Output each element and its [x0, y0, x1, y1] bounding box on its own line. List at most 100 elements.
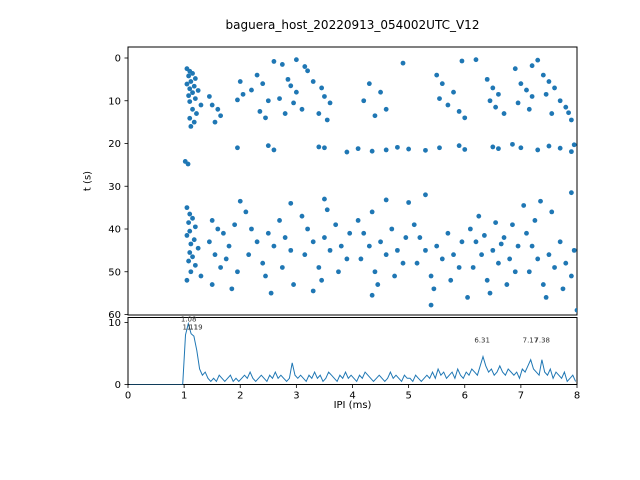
scatter-point [310, 239, 316, 245]
scatter-point [249, 226, 254, 232]
scatter-point [395, 144, 400, 150]
scatter-point [192, 224, 198, 230]
scatter-point [206, 239, 212, 245]
scatter-point [186, 258, 192, 264]
scatter-point [451, 252, 456, 258]
scatter-point [535, 57, 541, 63]
scatter-point [235, 145, 240, 151]
scatter-point [268, 290, 274, 296]
top-y-tick-label: 0 [115, 54, 121, 65]
top-y-tick-label: 60 [108, 310, 121, 321]
scatter-point [406, 146, 412, 152]
scatter-point [319, 85, 325, 91]
peak-annotation: 1.11 [183, 323, 199, 331]
scatter-point [257, 109, 263, 114]
scatter-point [246, 252, 252, 258]
scatter-point [191, 119, 197, 125]
scatter-point [437, 96, 442, 102]
top-y-tick-label: 50 [108, 267, 121, 278]
scatter-point [501, 111, 507, 116]
scatter-point [186, 93, 192, 99]
scatter-point [428, 273, 434, 279]
scatter-point [568, 149, 574, 155]
scatter-point [496, 91, 501, 97]
scatter-point [543, 91, 549, 97]
scatter-point [184, 205, 190, 211]
scatter-point [369, 292, 375, 298]
x-axis-label: IPI (ms) [333, 400, 372, 411]
scatter-point [322, 94, 327, 99]
scatter-point [490, 247, 496, 253]
scatter-point [237, 79, 243, 84]
scatter-point [459, 58, 465, 64]
scatter-point [229, 286, 235, 292]
scatter-point [512, 269, 518, 275]
scatter-point [403, 235, 409, 240]
scatter-point [184, 277, 190, 283]
scatter-point [288, 83, 294, 89]
scatter-point [305, 68, 310, 74]
scatter-point [566, 110, 571, 116]
scatter-point [263, 273, 268, 279]
scatter-point [473, 239, 479, 245]
scatter-point [187, 250, 193, 255]
scatter-point [194, 111, 199, 116]
scatter-point [191, 83, 197, 89]
scatter-point [439, 81, 445, 87]
scatter-point [243, 209, 249, 215]
scatter-point [195, 88, 201, 93]
scatter-point [212, 119, 218, 125]
x-tick-label: 3 [293, 391, 299, 402]
scatter-point [299, 213, 305, 219]
scatter-point [322, 235, 327, 240]
scatter-point [347, 230, 353, 236]
scatter-point [288, 200, 294, 206]
scatter-point [423, 147, 428, 153]
scatter-point [293, 57, 299, 63]
scatter-point [568, 190, 574, 196]
scatter-point [439, 256, 445, 262]
scatter-point [324, 207, 330, 213]
scatter-point [187, 115, 193, 121]
scatter-point [462, 115, 468, 121]
x-tick-label: 1 [181, 391, 187, 402]
scatter-point [434, 72, 440, 78]
scatter-point [192, 262, 198, 268]
scatter-point [467, 226, 473, 232]
peak-annotation: 7.17 [523, 336, 539, 344]
scatter-point [414, 260, 420, 266]
scatter-point [188, 124, 194, 129]
x-tick-label: 4 [349, 391, 355, 402]
scatter-point [507, 256, 513, 262]
scatter-point [490, 144, 496, 150]
scatter-point [456, 109, 462, 114]
scatter-point [473, 57, 479, 63]
scatter-point [411, 222, 417, 228]
scatter-point [437, 145, 442, 151]
peak-annotation: 1.08 [181, 315, 197, 323]
scatter-point [487, 98, 493, 104]
scatter-point [445, 230, 451, 236]
scatter-point [423, 247, 428, 253]
scatter-point [187, 99, 193, 105]
scatter-point [316, 265, 322, 270]
scatter-point [218, 265, 224, 270]
scatter-point [529, 243, 535, 249]
scatter-point [190, 215, 195, 221]
scatter-point [498, 241, 504, 247]
scatter-point [375, 282, 381, 287]
scatter-point [400, 260, 406, 266]
scatter-point [310, 79, 316, 84]
scatter-point [192, 76, 198, 81]
scatter-point [263, 115, 268, 121]
scatter-point [383, 252, 389, 258]
scatter-point [510, 141, 515, 147]
scatter-point [521, 203, 527, 208]
scatter-point [355, 146, 361, 152]
peak-annotation: 6.31 [474, 336, 490, 344]
scatter-point [389, 226, 395, 232]
scatter-point [510, 222, 515, 228]
scatter-point [302, 252, 308, 258]
